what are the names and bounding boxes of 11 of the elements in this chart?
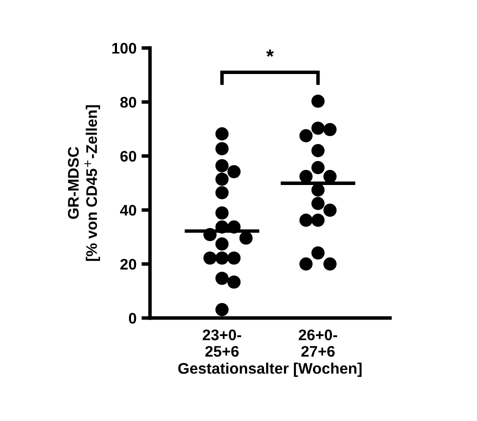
y-tick-label: 40 (120, 204, 136, 216)
y-tick-label: 60 (120, 150, 136, 162)
y-axis-title: GR-MDSC [% von CD45$^{+}$-Zellen] (68, 105, 100, 261)
y-tick-label: 0 (128, 312, 136, 324)
y-tick-label: 80 (120, 96, 136, 108)
annotation: * (266, 49, 274, 57)
x-tick-label: 23+0- 25+6 (202, 330, 242, 357)
x-tick-label: 26+0- 27+6 (298, 330, 338, 357)
y-tick-label: 20 (120, 258, 136, 270)
y-tick-label: 100 (112, 42, 136, 54)
x-axis-title: Gestationsalter [Wochen] (178, 362, 362, 377)
